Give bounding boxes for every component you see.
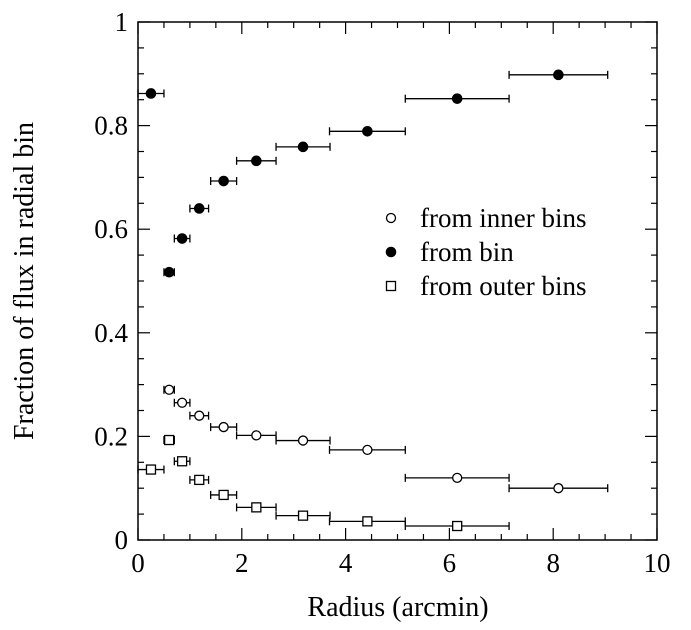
data-point xyxy=(176,233,188,244)
x-tick-label: 0 xyxy=(131,548,145,578)
data-point xyxy=(218,489,229,501)
y-axis-label: Fraction of flux in radial bin xyxy=(9,122,40,440)
x-axis-label: Radius (arcmin) xyxy=(307,592,488,623)
data-point xyxy=(452,472,463,483)
data-point xyxy=(297,435,309,446)
y-tick-label: 0.6 xyxy=(94,214,128,244)
data-point xyxy=(163,266,175,278)
data-point xyxy=(176,456,188,467)
legend: from inner bins from bin from outer bins xyxy=(385,203,586,301)
legend-marker xyxy=(385,280,397,292)
tick-labels: 0 2 4 6 8 10 0 0.2 0.4 0.6 0.8 1 xyxy=(94,7,670,578)
data-marks xyxy=(137,69,609,532)
data-point xyxy=(163,434,175,446)
legend-entry: from bin xyxy=(420,237,514,267)
y-tick-label: 0.4 xyxy=(94,318,128,348)
data-point xyxy=(451,93,463,104)
data-point xyxy=(297,510,309,521)
x-tick-label: 10 xyxy=(644,548,671,578)
data-point xyxy=(362,125,373,137)
series-0 xyxy=(163,384,609,494)
legend-entry: from outer bins xyxy=(420,271,586,301)
data-point xyxy=(194,410,205,421)
data-point xyxy=(145,88,157,99)
data-point xyxy=(194,474,205,486)
x-tick-label: 2 xyxy=(235,548,249,578)
y-tick-label: 1 xyxy=(115,7,129,37)
legend-entry: from inner bins xyxy=(420,203,586,233)
data-point xyxy=(362,516,373,527)
legend-marker xyxy=(385,246,397,258)
y-tick-label: 0.8 xyxy=(94,111,128,141)
series-1 xyxy=(137,69,609,278)
data-point xyxy=(452,520,463,532)
series-2 xyxy=(137,434,510,532)
x-tick-label: 8 xyxy=(546,548,560,578)
data-point xyxy=(145,464,157,475)
x-tick-label: 6 xyxy=(443,548,457,578)
data-point xyxy=(553,483,564,494)
y-tick-label: 0 xyxy=(115,525,129,555)
data-point xyxy=(251,430,262,441)
data-point xyxy=(251,502,262,513)
data-point xyxy=(193,203,205,214)
data-point xyxy=(362,444,373,456)
data-point xyxy=(553,69,564,81)
data-point xyxy=(297,141,309,153)
x-tick-label: 4 xyxy=(339,548,353,578)
data-point xyxy=(218,421,229,433)
data-point xyxy=(163,384,175,395)
axis-ticks xyxy=(137,21,658,541)
data-point xyxy=(251,155,262,167)
data-point xyxy=(218,175,229,187)
data-point xyxy=(176,397,188,408)
y-tick-label: 0.2 xyxy=(94,421,128,451)
legend-marker xyxy=(385,212,397,224)
